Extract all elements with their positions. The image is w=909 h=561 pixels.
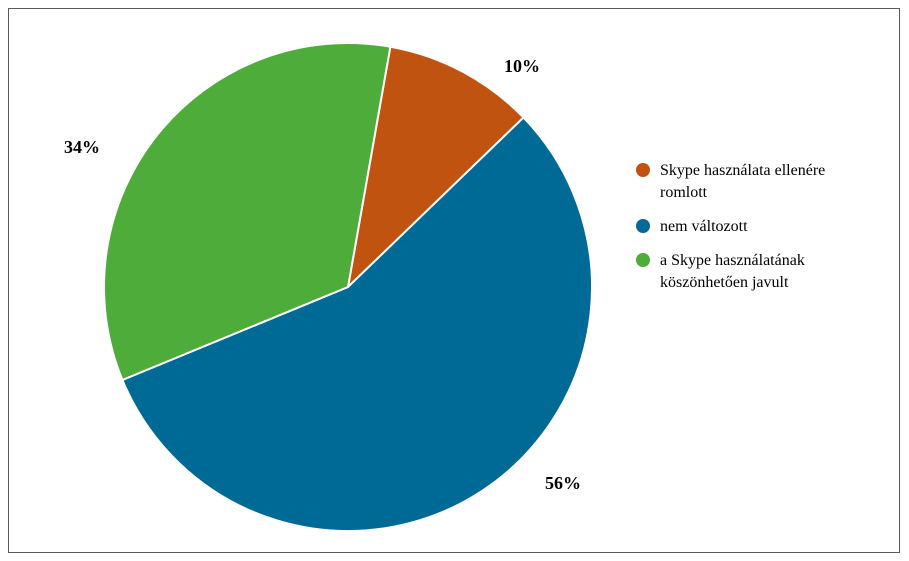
legend-label-nem-valtozott: nem változott [660,218,748,235]
legend-swatch-javult [636,253,650,267]
data-label-romlott: 10% [504,56,540,76]
legend-item-nem-valtozott: nem változott [636,216,886,238]
pie-slices [103,42,593,532]
legend-label-romlott: Skype használata ellenére romlott [660,162,826,201]
legend-item-javult: a Skype használatának köszönhetően javul… [636,250,886,294]
legend-swatch-nem-valtozott [636,219,650,233]
data-label-nem-valtozott: 56% [545,473,581,493]
legend-label-javult: a Skype használatának köszönhetően javul… [660,252,805,291]
pie-slice-nem-valtozott [121,116,593,532]
pie-slice-javult [103,42,392,382]
legend-swatch-romlott [636,163,650,177]
legend-item-romlott: Skype használata ellenére romlott [636,160,886,204]
legend: Skype használata ellenére romlott nem vá… [636,160,886,306]
pie-slice-romlott [346,45,525,290]
data-label-javult: 34% [64,137,100,157]
